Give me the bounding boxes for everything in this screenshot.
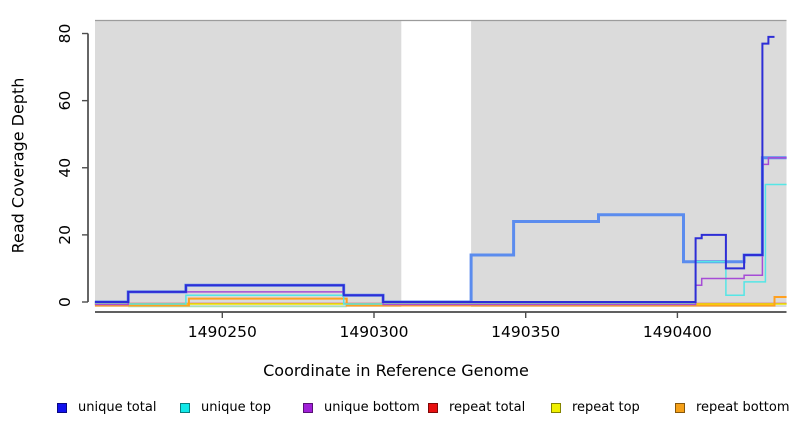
chart-legend: unique total unique top unique bottom repea…: [0, 399, 792, 421]
series-line-unique_total: [94, 35, 775, 303]
y-axis-title: Read Coverage Depth: [8, 77, 28, 254]
x-tick-label: 1490400: [643, 323, 712, 341]
y-tick-label: 20: [56, 225, 74, 245]
legend-label-repeat_bottom: repeat bottom: [696, 400, 790, 415]
legend-entry-unique_top: unique top: [180, 399, 271, 417]
x-axis-title: Coordinate in Reference Genome: [263, 361, 529, 380]
y-tick-label: 80: [56, 24, 74, 44]
legend-label-repeat_total: repeat total: [449, 400, 526, 415]
legend-entry-repeat_bottom: repeat bottom: [675, 399, 790, 417]
legend-swatch-repeat_total: [428, 403, 438, 413]
legend-swatch-repeat_bottom: [675, 403, 685, 413]
legend-swatch-unique_total: [57, 403, 67, 413]
y-tick-label: 40: [56, 158, 74, 178]
y-tick-label: 0: [56, 297, 74, 307]
legend-label-unique_total: unique total: [78, 400, 157, 415]
y-tick-label: 60: [56, 91, 74, 111]
legend-swatch-unique_top: [180, 403, 190, 413]
x-tick-label: 1490300: [339, 323, 408, 341]
legend-label-unique_bottom: unique bottom: [324, 400, 420, 415]
legend-swatch-repeat_top: [551, 403, 561, 413]
masked-region: [401, 21, 472, 307]
legend-entry-repeat_top: repeat top: [551, 399, 640, 417]
legend-entry-repeat_total: repeat total: [428, 399, 525, 417]
legend-entry-unique_bottom: unique bottom: [303, 399, 420, 417]
x-tick-label: 1490250: [188, 323, 257, 341]
series-line-repeat_bottom: [94, 296, 787, 307]
legend-entry-unique_total: unique total: [57, 399, 156, 417]
legend-label-repeat_top: repeat top: [572, 400, 640, 415]
legend-label-unique_top: unique top: [201, 400, 272, 415]
legend-swatch-unique_bottom: [303, 403, 313, 413]
x-tick-label: 1490350: [491, 323, 560, 341]
series-line-unique_top: [94, 183, 787, 305]
